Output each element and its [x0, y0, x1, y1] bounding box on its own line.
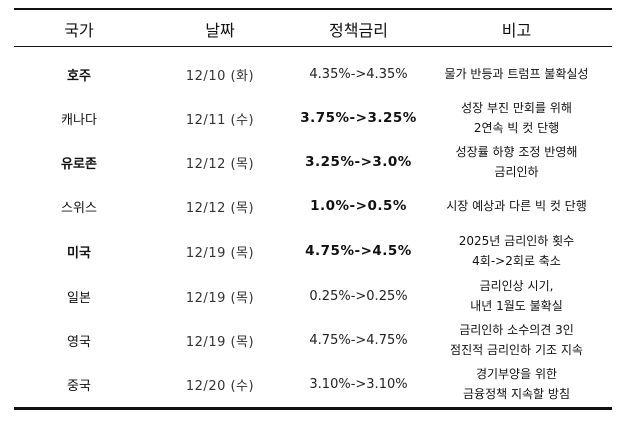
note-cell: 경기부양을 위한 금융정책 지속할 방침 — [421, 364, 612, 404]
note-cell: 성장 부진 만회를 위해 2연속 빅 컷 단행 — [421, 98, 612, 138]
note-line: 경기부양을 위한 — [475, 367, 558, 381]
note-line: 금리인상 시기, — [479, 279, 554, 293]
note-cell: 물가 반등과 트럼프 불확실성 — [421, 64, 612, 84]
country-cell: 유로존 — [61, 156, 97, 172]
note-line: 성장 부진 만회를 위해 — [461, 101, 572, 115]
table-row: 중국 12/20 (수) 3.10%->3.10% 경기부양을 위한 금융정책 … — [14, 362, 612, 406]
table-row: 호주 12/10 (화) 4.35%->4.35% 물가 반등과 트럼프 불확실… — [14, 52, 612, 96]
country-cell: 호주 — [67, 68, 91, 84]
table-row: 유로존 12/12 (목) 3.25%->3.0% 성장률 하향 조정 반영해 … — [14, 140, 612, 184]
rate-cell: 1.0%->0.5% — [310, 198, 407, 214]
note-line: 2연속 빅 컷 단행 — [473, 121, 560, 135]
rate-cell: 4.75%->4.5% — [305, 243, 412, 259]
header-rate: 정책금리 — [329, 21, 388, 40]
country-cell: 스위스 — [61, 200, 97, 216]
rate-cell: 4.75%->4.75% — [309, 332, 408, 348]
date-cell: 12/20 (수) — [185, 378, 255, 394]
note-line: 성장률 하향 조정 반영해 — [455, 145, 578, 159]
country-cell: 미국 — [67, 245, 91, 261]
country-cell: 영국 — [67, 334, 91, 350]
country-cell: 캐나다 — [61, 112, 97, 128]
table-row: 일본 12/19 (목) 0.25%->0.25% 금리인상 시기, 내년 1월… — [14, 274, 612, 318]
note-cell: 금리인상 시기, 내년 1월도 불확실 — [421, 276, 612, 316]
table-row: 캐나다 12/11 (수) 3.75%->3.25% 성장 부진 만회를 위해 … — [14, 96, 612, 140]
date-cell: 12/11 (수) — [185, 112, 255, 128]
header-date: 날짜 — [205, 21, 235, 40]
header-country: 국가 — [64, 21, 94, 40]
rate-cell: 3.25%->3.0% — [305, 154, 412, 170]
rate-cell: 3.10%->3.10% — [309, 376, 408, 392]
table-row: 미국 12/19 (목) 4.75%->4.5% 2025년 금리인하 횟수 4… — [14, 228, 612, 274]
note-line: 4회->2회로 축소 — [472, 254, 561, 268]
table-header-rule — [14, 46, 612, 47]
date-cell: 12/19 (목) — [185, 334, 255, 350]
note-line: 내년 1월도 불확실 — [470, 299, 563, 313]
note-line: 금융정책 지속할 방침 — [463, 387, 570, 401]
note-cell: 금리인하 소수의견 3인 점진적 금리인하 기조 지속 — [421, 320, 612, 360]
country-cell: 중국 — [67, 378, 91, 394]
note-line: 금리인하 — [494, 165, 539, 179]
date-cell: 12/12 (목) — [185, 200, 255, 216]
note-line: 시장 예상과 다른 빅 컷 단행 — [446, 199, 587, 213]
table-top-rule — [14, 8, 612, 10]
note-line: 2025년 금리인하 횟수 — [458, 234, 575, 248]
table-row: 영국 12/19 (목) 4.75%->4.75% 금리인하 소수의견 3인 점… — [14, 318, 612, 362]
date-cell: 12/10 (화) — [185, 68, 255, 84]
header-note: 비고 — [501, 21, 532, 40]
table-row: 스위스 12/12 (목) 1.0%->0.5% 시장 예상과 다른 빅 컷 단… — [14, 184, 612, 228]
table-header-row: 국가 날짜 정책금리 비고 — [14, 14, 612, 44]
table-bottom-rule — [14, 407, 612, 410]
note-line: 물가 반등과 트럼프 불확실성 — [444, 67, 589, 81]
date-cell: 12/19 (목) — [185, 290, 255, 306]
note-line: 점진적 금리인하 기조 지속 — [450, 343, 583, 357]
rate-cell: 3.75%->3.25% — [300, 110, 417, 126]
note-cell: 2025년 금리인하 횟수 4회->2회로 축소 — [421, 231, 612, 271]
rate-cell: 0.25%->0.25% — [309, 288, 408, 304]
date-cell: 12/12 (목) — [185, 156, 255, 172]
country-cell: 일본 — [67, 290, 91, 306]
rate-cell: 4.35%->4.35% — [309, 66, 408, 82]
note-cell: 시장 예상과 다른 빅 컷 단행 — [421, 196, 612, 216]
note-cell: 성장률 하향 조정 반영해 금리인하 — [421, 142, 612, 182]
note-line: 금리인하 소수의견 3인 — [459, 323, 574, 337]
date-cell: 12/19 (목) — [185, 245, 255, 261]
